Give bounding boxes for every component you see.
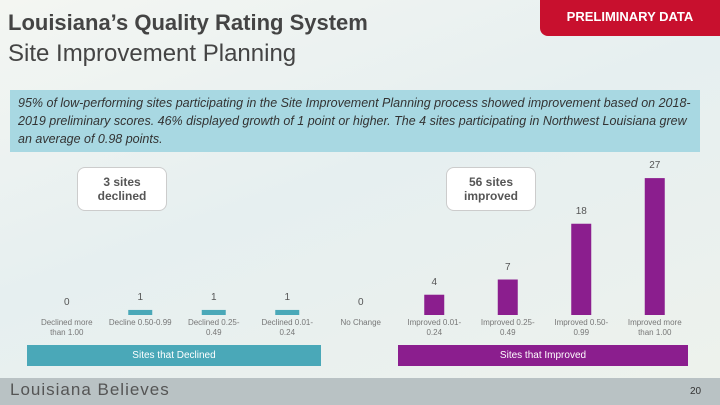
bar xyxy=(128,309,153,315)
value-label: 0 xyxy=(63,297,70,308)
group-label: Sites that Declined xyxy=(27,345,321,366)
value-label: 4 xyxy=(431,276,438,288)
value-label: 0 xyxy=(357,297,364,308)
value-label: 27 xyxy=(649,160,661,172)
value-label: 1 xyxy=(284,291,291,303)
x-tick-label: Improved 0.25-0.49 xyxy=(480,318,535,337)
bar xyxy=(571,223,592,315)
x-tick-label: Improved 0.50-0.99 xyxy=(554,318,609,337)
summary: 95% of low-performing sites participatin… xyxy=(10,90,700,152)
badge: PRELIMINARY DATA xyxy=(540,0,720,36)
x-tick-label: No Change xyxy=(340,318,381,327)
value-label: 1 xyxy=(210,291,217,303)
x-tick-label: Improved more than 1.00 xyxy=(627,318,682,337)
x-tick-label: Improved 0.01-0.24 xyxy=(407,318,462,337)
value-label: 1 xyxy=(137,291,144,303)
footer-bar xyxy=(0,378,720,405)
subtitle: Site Improvement Planning xyxy=(8,40,297,67)
x-tick-label: Declined 0.25-0.49 xyxy=(187,318,240,337)
value-label: 7 xyxy=(504,261,511,273)
bar xyxy=(275,309,300,315)
group-label: Sites that Improved xyxy=(398,345,688,366)
bar xyxy=(201,309,226,315)
page-number: 20 xyxy=(690,386,702,397)
callout: 3 sites declined xyxy=(77,167,167,211)
bar xyxy=(497,279,518,315)
x-tick-label: Declined more than 1.00 xyxy=(40,318,93,337)
callout: 56 sites improved xyxy=(446,167,536,211)
brand: Louisiana Believes xyxy=(10,380,170,399)
x-tick-label: Decline 0.50-0.99 xyxy=(108,318,172,327)
bar xyxy=(424,294,445,315)
bar xyxy=(644,178,665,315)
x-tick-label: Declined 0.01-0.24 xyxy=(261,318,314,337)
value-label: 18 xyxy=(575,205,587,217)
title: Louisiana’s Quality Rating System xyxy=(8,10,368,35)
